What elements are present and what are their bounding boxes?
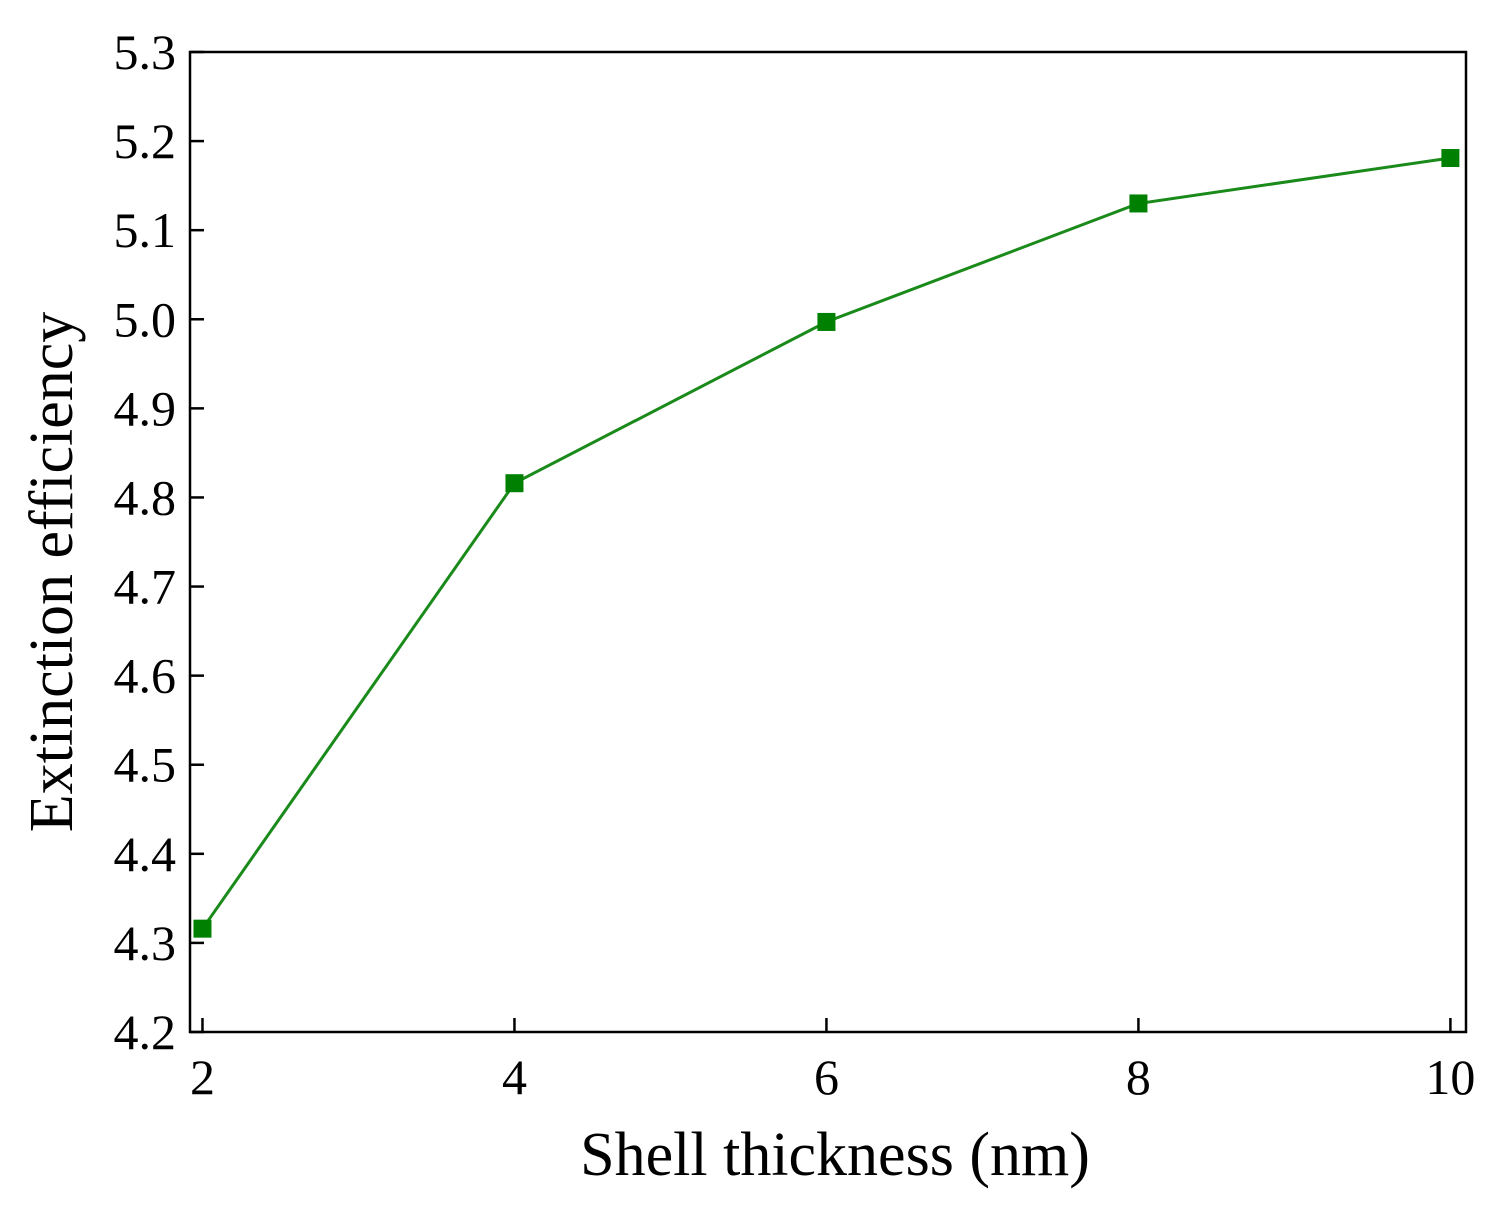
data-point-marker	[193, 919, 212, 938]
x-tick-label: 2	[190, 1049, 215, 1105]
y-tick-label: 4.5	[114, 737, 177, 793]
y-tick-label: 4.2	[114, 1004, 177, 1060]
x-tick-label: 4	[502, 1049, 527, 1105]
plot-frame	[188, 50, 1468, 1034]
y-tick-label: 4.4	[114, 826, 177, 882]
y-tick-label: 4.9	[114, 380, 177, 436]
axis-tick-labels: 4.2 4.3 4.4 4.5 4.6 4.7 4.8 4.9 5.0 5.1 5.2 5.3 2 4 6 8…	[114, 24, 1476, 1105]
data-point-marker	[1441, 149, 1460, 168]
x-tick-label: 10	[1425, 1049, 1475, 1105]
x-tick-label: 8	[1126, 1049, 1151, 1105]
axis-ticks	[190, 50, 1452, 1034]
y-axis-title: Extinction efficiency	[18, 312, 86, 833]
y-tick-label: 5.0	[114, 291, 177, 347]
data-point-marker	[505, 474, 524, 493]
y-tick-label: 5.3	[114, 24, 177, 80]
y-tick-label: 5.2	[114, 113, 177, 169]
data-point-marker	[817, 312, 836, 331]
series-layer	[193, 149, 1460, 938]
y-tick-label: 4.8	[114, 469, 177, 525]
series-line-0	[201, 156, 1451, 930]
y-tick-label: 4.3	[114, 915, 177, 971]
y-tick-label: 4.6	[114, 648, 177, 704]
y-tick-label: 5.1	[114, 202, 177, 258]
data-point-marker	[1129, 194, 1148, 213]
x-tick-label: 6	[814, 1049, 839, 1105]
y-tick-label: 4.7	[114, 559, 177, 615]
x-axis-title: Shell thickness (nm)	[580, 1121, 1090, 1189]
